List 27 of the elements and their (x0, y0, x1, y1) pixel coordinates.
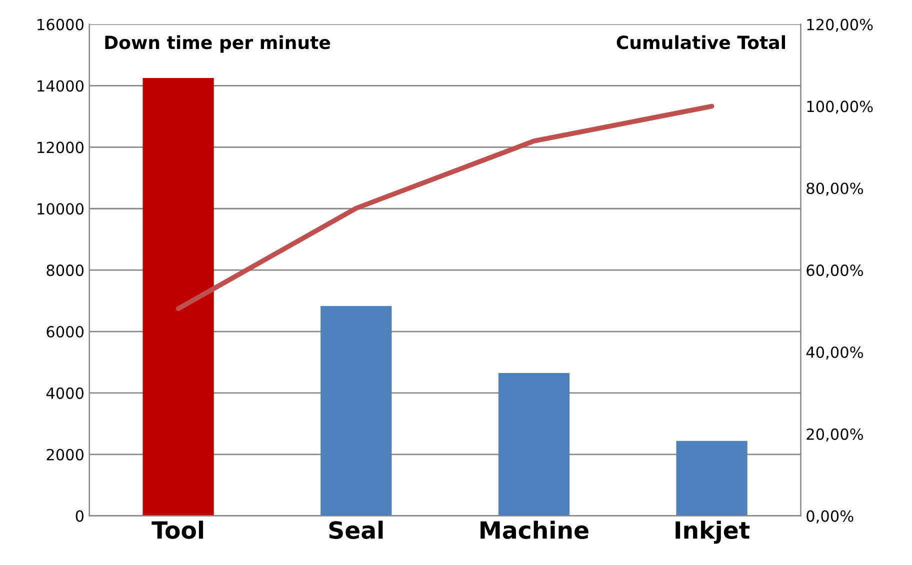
x-tick-label: Inkjet (676, 520, 750, 544)
bar (676, 440, 748, 516)
y2-tick-label: 80,00% (806, 182, 864, 196)
y2-tick-label: 0,00% (806, 510, 854, 524)
x-tick-label: Seal (329, 520, 383, 539)
y2-tick-label: 60,00% (806, 264, 864, 278)
bar (320, 306, 392, 516)
line-series (176, 104, 714, 312)
y2-tick-label: 120,00% (807, 18, 873, 32)
y2-tick-label: 20,00% (806, 428, 864, 442)
y-tick-label: 4000 (46, 387, 84, 399)
y-axis-title: Down time per minute (105, 35, 330, 53)
y-tick-label: 10000 (38, 203, 84, 215)
y2-axis-title: Cumulative Total (616, 35, 785, 50)
x-tick-label: Tool (152, 520, 204, 539)
bar (142, 78, 214, 516)
y2-tick-label: 40,00% (806, 346, 864, 360)
y-tick-label: 2000 (46, 448, 84, 460)
y-tick-label: 14000 (38, 80, 84, 92)
y2-tick-label: 100,00% (807, 100, 873, 114)
y-tick-label: 12000 (38, 142, 84, 154)
y-tick-label: 6000 (46, 326, 84, 338)
bar (498, 372, 570, 516)
x-tick-label: Machine (480, 520, 588, 539)
y-tick-label: 0 (76, 510, 84, 522)
y-tick-label: 16000 (38, 18, 84, 30)
y-tick-label: 8000 (46, 264, 84, 276)
